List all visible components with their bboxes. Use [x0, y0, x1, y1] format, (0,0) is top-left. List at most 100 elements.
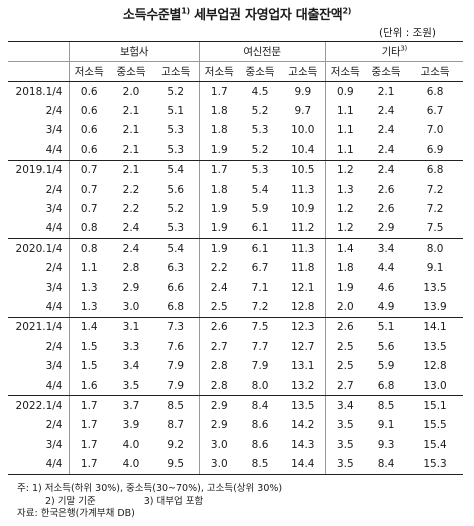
value-cell: 14.2 — [291, 419, 315, 432]
value-cell: 1.2 — [324, 160, 366, 180]
subheader-cell: 고소득 — [153, 61, 200, 82]
value-cell: 14.1 — [423, 321, 447, 334]
value-cell: 5.3 — [167, 124, 185, 137]
table-row: 4/4 1.7 4.0 9.5 3.0 8.5 14.4 3.5 8.4 15.3 — [8, 454, 464, 475]
value-cell: 5.3 — [153, 218, 200, 240]
value-cell: 1.7 — [198, 160, 240, 180]
value-cell: 1.1 — [68, 258, 109, 278]
value-cell: 2.0 — [122, 85, 140, 98]
subheader-row: 저소득 중소득 고소득 저소득 중소득 고소득 저소득 중소득 고소득 — [8, 61, 464, 82]
value-cell: 9.3 — [377, 438, 395, 451]
value-cell: 5.2 — [239, 140, 282, 161]
value-cell: 12.7 — [291, 340, 315, 353]
value-cell: 12.3 — [291, 321, 315, 334]
value-cell: 15.1 — [423, 399, 447, 412]
period-label: 2/4 — [45, 262, 63, 275]
value-cell: 13.5 — [291, 399, 315, 412]
value-cell: 1.8 — [198, 120, 240, 141]
value-cell: 1.9 — [198, 199, 240, 219]
value-cell: 6.8 — [426, 164, 444, 177]
value-cell: 13.1 — [291, 360, 315, 373]
value-cell: 13.0 — [407, 375, 464, 397]
value-cell: 0.9 — [324, 81, 366, 102]
value-cell: 0.6 — [68, 101, 109, 121]
footnote-1: 주: 1) 저소득(하위 30%), 중소득(30~70%), 고소득(상위 3… — [17, 483, 283, 494]
footnote-2: 2) 기말 기준 3) 대부업 포함 — [45, 495, 204, 507]
value-cell: 1.7 — [68, 454, 109, 475]
group-header-other: 기타3) — [324, 41, 464, 62]
value-cell: 2.1 — [109, 140, 153, 161]
value-cell: 13.9 — [407, 297, 464, 318]
table-row: 2/4 1.1 2.8 6.3 2.2 6.7 11.8 1.8 4.4 9.1 — [8, 258, 463, 278]
value-cell: 5.4 — [251, 183, 269, 196]
value-cell: 5.9 — [251, 203, 269, 216]
value-cell: 12.1 — [291, 281, 315, 294]
value-cell: 6.6 — [167, 281, 185, 294]
table-row: 2020.1/4 0.8 2.4 5.4 1.9 6.1 11.3 1.4 3.4 8.0 — [8, 238, 463, 259]
value-cell: 7.1 — [251, 281, 269, 294]
value-cell: 13.5 — [423, 281, 447, 294]
subheader-cell: 중소득 — [365, 61, 408, 82]
value-cell: 0.8 — [68, 218, 109, 240]
value-cell: 0.7 — [68, 199, 109, 219]
value-cell: 11.8 — [291, 262, 315, 275]
value-cell: 1.3 — [68, 277, 109, 298]
value-cell: 7.2 — [239, 297, 282, 318]
subheader-cell: 저소득 — [198, 61, 240, 82]
value-cell: 10.5 — [291, 164, 315, 177]
value-cell: 8.4 — [365, 454, 408, 475]
value-cell: 3.4 — [324, 395, 366, 416]
value-cell: 6.3 — [167, 262, 185, 275]
value-cell: 9.7 — [294, 105, 312, 118]
period-label: 2019.1/4 — [15, 164, 63, 177]
value-cell: 7.3 — [167, 321, 185, 334]
period-label: 3/4 — [45, 124, 63, 137]
value-cell: 2.9 — [198, 395, 240, 416]
value-cell: 8.0 — [239, 375, 282, 397]
period-label: 2021.1/4 — [15, 321, 63, 334]
value-cell: 3.7 — [122, 399, 140, 412]
value-cell: 1.7 — [68, 395, 109, 416]
value-cell: 6.1 — [239, 218, 282, 240]
period-label: 2/4 — [45, 419, 63, 432]
table-row: 4/4 0.6 2.1 5.3 1.9 5.2 10.4 1.1 2.4 6.9 — [8, 140, 464, 161]
value-cell: 4.6 — [377, 281, 395, 294]
value-cell: 2.4 — [365, 140, 408, 161]
value-cell: 4.0 — [122, 438, 140, 451]
value-cell: 2.2 — [122, 183, 140, 196]
value-cell: 1.1 — [324, 120, 366, 141]
value-cell: 13.2 — [281, 375, 326, 397]
period-label: 3/4 — [45, 360, 63, 373]
value-cell: 9.2 — [167, 438, 185, 451]
value-cell: 9.1 — [377, 419, 395, 432]
value-cell: 3.0 — [198, 435, 240, 455]
value-cell: 2.1 — [122, 105, 140, 118]
value-cell: 7.9 — [153, 375, 200, 397]
value-cell: 5.9 — [377, 360, 395, 373]
period-label: 2/4 — [45, 340, 63, 353]
value-cell: 6.1 — [251, 242, 269, 255]
period-label: 2022.1/4 — [15, 399, 63, 412]
table-row: 2/4 1.7 3.9 8.7 2.9 8.6 14.2 3.5 9.1 15.5 — [8, 415, 463, 436]
value-cell: 3.0 — [198, 454, 240, 475]
value-cell: 7.6 — [167, 340, 185, 353]
value-cell: 9.9 — [294, 85, 312, 98]
value-cell: 2.1 — [122, 124, 140, 137]
value-cell: 8.0 — [426, 242, 444, 255]
value-cell: 7.7 — [251, 340, 269, 353]
value-cell: 8.5 — [377, 399, 395, 412]
table-row: 3/4 1.5 3.4 7.9 2.8 7.9 13.1 2.5 5.9 12.8 — [8, 356, 463, 376]
value-cell: 1.9 — [324, 277, 366, 298]
value-cell: 1.6 — [68, 375, 109, 397]
table-row: 3/4 0.6 2.1 5.3 1.8 5.3 10.0 1.1 2.4 7.0 — [8, 120, 463, 141]
value-cell: 5.1 — [167, 105, 185, 118]
value-cell: 2.1 — [122, 164, 140, 177]
table-row: 3/4 1.3 2.9 6.6 2.4 7.1 12.1 1.9 4.6 13.5 — [8, 277, 463, 298]
value-cell: 2.9 — [122, 281, 140, 294]
value-cell: 6.7 — [251, 262, 269, 275]
value-cell: 3.5 — [324, 415, 366, 436]
value-cell: 2.5 — [324, 356, 366, 376]
table-row: 4/4 1.3 3.0 6.8 2.5 7.2 12.8 2.0 4.9 13.9 — [8, 297, 464, 318]
period-label: 4/4 — [8, 218, 69, 240]
group-header-credit-finance: 여신전문 — [198, 41, 326, 62]
